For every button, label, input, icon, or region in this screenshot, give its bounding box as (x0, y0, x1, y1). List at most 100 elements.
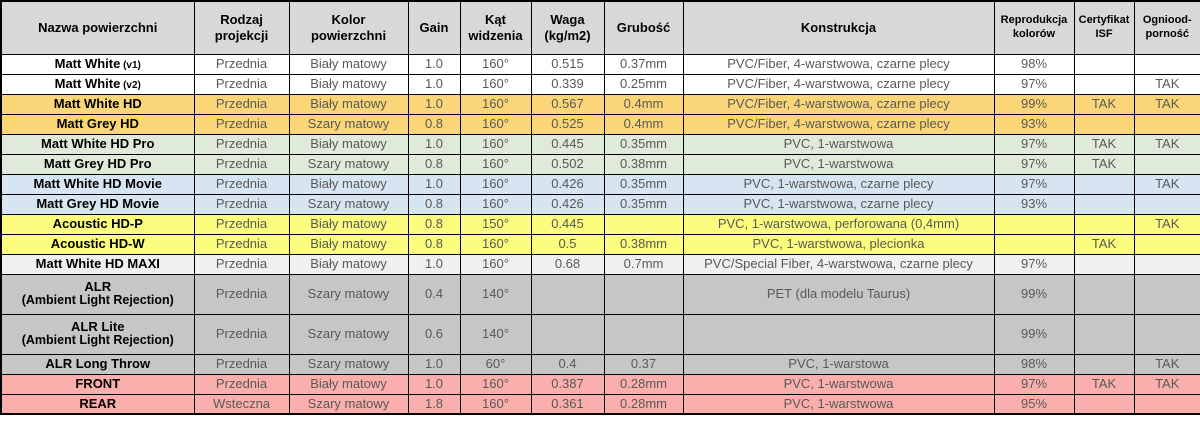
surface-name-cell: Matt Grey HD Movie (0, 193, 195, 215)
weight-cell (530, 313, 605, 355)
table-row: Matt White HD MAXI Przednia Biały matowy 1.… (0, 253, 1200, 275)
column-header-1: Rodzaj projekcji (193, 0, 290, 55)
table-row: Matt Grey HD Pro Przednia Szary matowy 0.8 1… (0, 153, 1200, 175)
surface-name-cell: Acoustic HD-P (0, 213, 195, 235)
color-reproduction-cell: 93% (993, 113, 1075, 135)
viewing-angle-cell: 160° (459, 153, 532, 175)
projection-cell: Przednia (193, 153, 290, 175)
surface-name-cell: Acoustic HD-W (0, 233, 195, 255)
surface-name: ALR Long Throw (45, 355, 151, 371)
surface-name: Matt White (54, 55, 121, 71)
construction-cell: PVC, 1-warstwowa (682, 133, 995, 155)
isf-certificate-cell (1073, 393, 1135, 415)
fireproof-cell: TAK (1133, 133, 1200, 155)
surface-name: REAR (79, 395, 117, 411)
viewing-angle-cell: 160° (459, 373, 532, 395)
table-row: FRONT Przednia Biały matowy 1.0 160° 0.387 0.2… (0, 373, 1200, 395)
isf-certificate-cell (1073, 313, 1135, 355)
surface-name: FRONT (75, 375, 121, 391)
fireproof-cell (1133, 313, 1200, 355)
column-header-9: Certyfikat ISF (1073, 0, 1135, 55)
thickness-cell: 0.38mm (603, 233, 684, 255)
column-header-4: Kąt widzenia (459, 0, 532, 55)
weight-cell: 0.426 (530, 193, 605, 215)
surface-color-cell: Szary matowy (288, 393, 409, 415)
projection-cell: Przednia (193, 53, 290, 75)
isf-certificate-cell: TAK (1073, 373, 1135, 395)
table-row: Acoustic HD-W Przednia Biały matowy 0.8 160°… (0, 233, 1200, 255)
column-header-7: Konstrukcja (682, 0, 995, 55)
isf-certificate-cell (1073, 353, 1135, 375)
projection-cell: Przednia (193, 273, 290, 315)
thickness-cell: 0.35mm (603, 133, 684, 155)
table-row: ALR Lite (Ambient Light Rejection) Przedni… (0, 313, 1200, 355)
viewing-angle-cell: 140° (459, 313, 532, 355)
gain-cell: 1.0 (407, 373, 461, 395)
projection-cell: Przednia (193, 173, 290, 195)
viewing-angle-cell: 160° (459, 173, 532, 195)
gain-cell: 1.0 (407, 253, 461, 275)
isf-certificate-cell (1073, 193, 1135, 215)
construction-cell (682, 313, 995, 355)
isf-certificate-cell (1073, 273, 1135, 315)
projection-cell: Przednia (193, 253, 290, 275)
surface-name: Matt White HD MAXI (35, 255, 160, 271)
gain-cell: 1.0 (407, 173, 461, 195)
surface-name-cell: Matt White HD Pro (0, 133, 195, 155)
surface-name-cell: Matt Grey HD (0, 113, 195, 135)
weight-cell: 0.4 (530, 353, 605, 375)
projection-cell: Przednia (193, 193, 290, 215)
gain-cell: 1.0 (407, 73, 461, 95)
table-row: ALR Long Throw Przednia Szary matowy 1.0 60°… (0, 353, 1200, 375)
viewing-angle-cell: 160° (459, 233, 532, 255)
color-reproduction-cell: 97% (993, 173, 1075, 195)
surface-name-suffix: (v2) (120, 79, 141, 91)
surface-color-cell: Biały matowy (288, 213, 409, 235)
weight-cell: 0.515 (530, 53, 605, 75)
surface-name-cell: Matt White HD MAXI (0, 253, 195, 275)
fireproof-cell: TAK (1133, 213, 1200, 235)
surface-name-cell: ALR (Ambient Light Rejection) (0, 273, 195, 315)
isf-certificate-cell (1073, 53, 1135, 75)
surface-name-cell: Matt White HD (0, 93, 195, 115)
surface-name-cell: Matt White (v2) (0, 73, 195, 95)
surface-name-line2: (Ambient Light Rejection) (21, 333, 174, 348)
table-row: Matt White HD Pro Przednia Biały matowy 1.0… (0, 133, 1200, 155)
thickness-cell: 0.37 (603, 353, 684, 375)
gain-cell: 0.8 (407, 193, 461, 215)
isf-certificate-cell (1073, 213, 1135, 235)
construction-cell: PVC/Special Fiber, 4-warstwowa, czarne p… (682, 253, 995, 275)
surface-name-line2: (Ambient Light Rejection) (21, 293, 174, 308)
projection-cell: Przednia (193, 133, 290, 155)
projection-cell: Przednia (193, 233, 290, 255)
surface-name: Matt White HD Pro (41, 135, 155, 151)
surface-color-cell: Biały matowy (288, 133, 409, 155)
viewing-angle-cell: 160° (459, 93, 532, 115)
color-reproduction-cell: 99% (993, 93, 1075, 115)
construction-cell: PVC, 1-warstwowa, perforowana (0,4mm) (682, 213, 995, 235)
viewing-angle-cell: 160° (459, 133, 532, 155)
weight-cell: 0.387 (530, 373, 605, 395)
viewing-angle-cell: 60° (459, 353, 532, 375)
construction-cell: PVC, 1-warstwowa (682, 373, 995, 395)
construction-cell: PVC/Fiber, 4-warstwowa, czarne plecy (682, 73, 995, 95)
projection-surfaces-table: Nazwa powierzchni Rodzaj projekcji Kolor p… (0, 0, 1200, 415)
column-header-5: Waga (kg/m2) (530, 0, 605, 55)
thickness-cell: 0.28mm (603, 393, 684, 415)
surface-color-cell: Szary matowy (288, 273, 409, 315)
gain-cell: 1.0 (407, 353, 461, 375)
surface-name-cell: FRONT (0, 373, 195, 395)
column-header-6: Grubość (603, 0, 684, 55)
surface-name: Matt Grey HD Pro (43, 155, 152, 171)
isf-certificate-cell: TAK (1073, 93, 1135, 115)
weight-cell: 0.5 (530, 233, 605, 255)
color-reproduction-cell: 95% (993, 393, 1075, 415)
color-reproduction-cell: 98% (993, 53, 1075, 75)
surface-color-cell: Szary matowy (288, 113, 409, 135)
surface-color-cell: Biały matowy (288, 173, 409, 195)
surface-color-cell: Biały matowy (288, 253, 409, 275)
projection-cell: Wsteczna (193, 393, 290, 415)
table-row: Matt White (v2) Przednia Biały matowy 1.0 16… (0, 73, 1200, 95)
viewing-angle-cell: 160° (459, 53, 532, 75)
surface-name: Matt White HD Movie (33, 175, 163, 191)
